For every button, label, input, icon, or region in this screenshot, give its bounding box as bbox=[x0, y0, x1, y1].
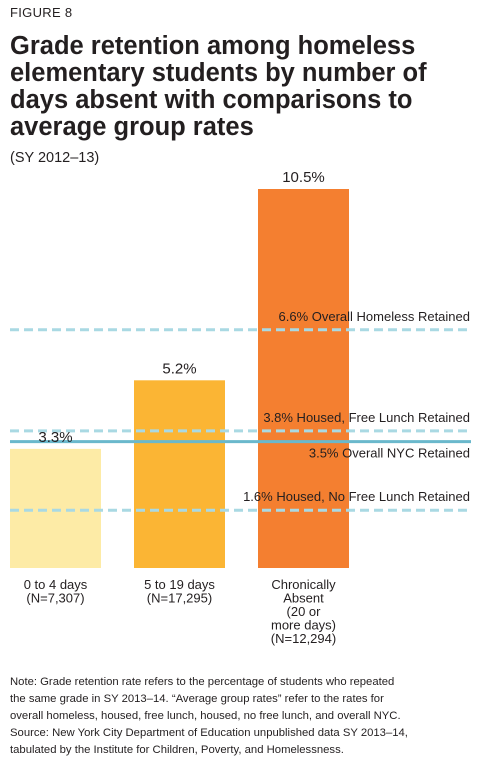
reference-label-3: 3.5% Overall NYC Retained bbox=[309, 446, 470, 461]
note-line-4: Source: New York City Department of Educ… bbox=[10, 727, 408, 739]
bar-2 bbox=[134, 380, 225, 568]
chart-title: Grade retention among homeless elementar… bbox=[10, 32, 427, 141]
value-label-2: 5.2% bbox=[162, 360, 196, 377]
bar-1 bbox=[10, 448, 101, 568]
category-label-2: 5 to 19 days (N=17,295) bbox=[144, 577, 215, 606]
chart-note: Note: Grade retention rate refers to the… bbox=[10, 674, 494, 759]
category-label-1: 0 to 4 days (N=7,307) bbox=[24, 577, 88, 606]
category-label-3: Chronically Absent (20 or more days) (N=12,2… bbox=[271, 577, 336, 646]
bar-3 bbox=[258, 189, 349, 568]
value-label-1: 3.3% bbox=[38, 429, 72, 446]
reference-label-4: 1.6% Housed, No Free Lunch Retained bbox=[243, 489, 470, 504]
reference-lines-layer: 6.6% Overall Homeless Retained 3.8% House… bbox=[10, 309, 471, 512]
value-label-3: 10.5% bbox=[282, 169, 325, 186]
note-line-2: the same grade in SY 2013–14. “Average g… bbox=[10, 693, 384, 705]
note-line-5: tabulated by the Institute for Children,… bbox=[10, 744, 344, 756]
chart-subtitle: (SY 2012–13) bbox=[10, 150, 100, 166]
reference-label-2: 3.8% Housed, Free Lunch Retained bbox=[263, 410, 470, 425]
note-line-1: Note: Grade retention rate refers to the… bbox=[10, 676, 395, 688]
value-labels-layer: 3.3% 5.2% 10.5% bbox=[38, 169, 324, 446]
bars-layer bbox=[10, 189, 349, 568]
note-line-3: overall homeless, housed, free lunch, ho… bbox=[10, 710, 401, 722]
figure-label: FIGURE 8 bbox=[10, 5, 73, 20]
reference-label-1: 6.6% Overall Homeless Retained bbox=[279, 309, 470, 324]
category-labels-layer: 0 to 4 days (N=7,307) 5 to 19 days (N=17,29… bbox=[24, 577, 337, 646]
